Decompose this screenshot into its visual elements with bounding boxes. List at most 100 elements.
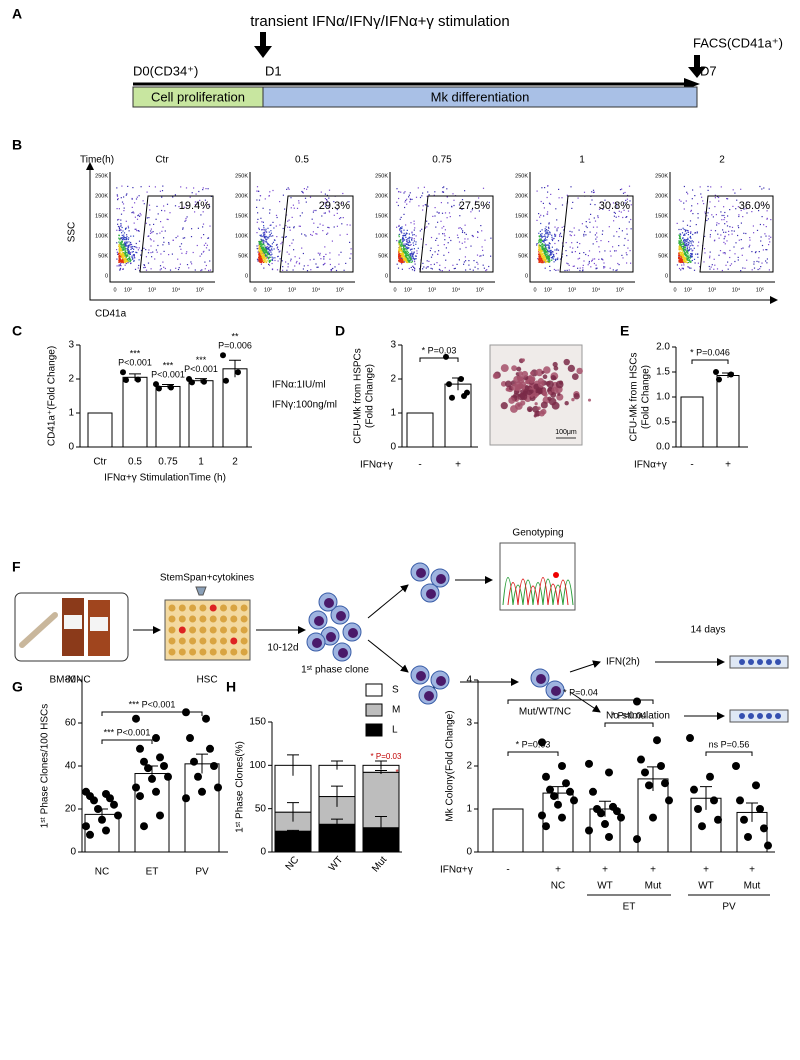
event-dot [686,251,688,253]
event-dot [684,246,687,248]
event-dot [579,243,581,245]
data-point [585,826,593,835]
event-dot [305,201,307,203]
event-dot [124,248,126,250]
event-dot [414,255,417,257]
event-dot [687,237,689,239]
event-dot [684,244,686,246]
event-dot [445,259,447,261]
event-dot [685,230,687,232]
event-dot [328,189,331,191]
event-dot [715,214,717,216]
event-dot [122,257,124,259]
data-point [570,796,578,805]
event-dot [326,200,328,202]
event-dot [540,214,542,216]
data-point [716,376,722,383]
event-dot [121,253,123,255]
event-dot [126,260,128,262]
event-dot [465,269,467,271]
event-dot [561,226,563,228]
error-bar [331,785,343,807]
event-dot [589,231,591,233]
event-dot [202,211,204,213]
event-dot [688,246,690,248]
event-dot [341,223,343,225]
event-dot [182,237,184,239]
event-dot [678,234,680,236]
event-dot [686,240,688,242]
y-tick-label: 100K [515,233,528,239]
data-point [613,807,621,816]
event-dot [627,210,630,212]
event-dot [714,264,716,266]
event-dot [124,241,126,243]
data-point [633,835,641,844]
event-dot [613,220,615,222]
event-dot [556,230,558,232]
event-dot [680,252,682,254]
event-dot [406,249,408,251]
event-dot [684,238,686,241]
event-dot [629,200,631,202]
event-dot [697,217,699,219]
time-label: 0.5 [295,155,309,166]
event-dot [324,193,326,195]
event-dot [684,252,686,255]
event-dot [474,266,476,268]
event-dot [264,237,266,239]
event-dot [275,244,278,246]
event-dot [279,201,281,203]
event-dot [700,193,702,195]
x-tick-label: + [650,865,656,876]
event-dot [681,267,683,269]
event-dot [149,224,151,226]
event-dot [566,255,568,257]
event-dot [408,239,410,241]
event-dot [125,256,128,258]
event-dot [162,185,164,187]
event-dot [544,243,546,245]
event-dot [268,261,271,263]
well [240,604,248,612]
event-dot [710,186,712,188]
data-point [98,815,106,824]
event-dot [276,243,278,246]
event-dot [172,196,174,198]
data-point [220,352,226,359]
event-dot [140,250,143,252]
event-dot [315,263,317,265]
event-dot [548,242,551,245]
event-dot [548,231,551,233]
event-dot [118,253,120,255]
event-dot [596,236,598,238]
event-dot [592,243,594,245]
event-dot [402,252,404,254]
event-dot [617,262,619,265]
event-dot [401,255,403,257]
event-dot [559,235,561,237]
event-dot [261,250,263,252]
event-dot [555,269,557,271]
event-dot [194,204,196,206]
event-dot [119,267,122,269]
well [230,604,238,612]
event-dot [403,234,405,237]
event-dot [157,213,159,215]
event-dot [319,223,321,225]
colony-dot [757,659,763,665]
data-point [114,811,122,820]
x-tick-label: + [703,865,709,876]
event-dot [122,261,124,263]
error-bar [700,786,712,810]
event-dot [693,269,696,271]
y-tick-label: 1 [68,408,74,419]
well [230,615,238,623]
event-dot [414,263,416,265]
event-dot [687,250,690,252]
event-dot [262,251,264,253]
event-dot [117,223,119,225]
event-dot [191,228,193,230]
event-dot [185,252,187,255]
event-dot [438,268,440,270]
